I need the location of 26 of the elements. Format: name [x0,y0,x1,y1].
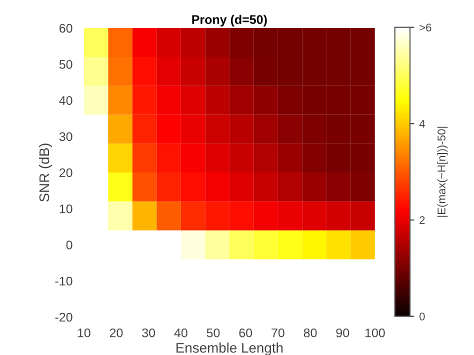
y-tick-label: 40 [59,96,72,105]
y-tick-label: -20 [55,312,72,322]
y-tick-label: 50 [59,60,72,69]
y-tick-label: 10 [60,204,72,214]
y-tick-label: 0 [66,240,72,250]
y-tick-label: 20 [60,168,72,178]
x-tick-label: 50 [206,328,220,338]
chart-title: Prony (d=50) [192,14,267,26]
x-tick-label: 70 [272,328,284,338]
y-axis-title: SNR (dB) [39,144,52,202]
y-tick-label: 30 [59,132,72,142]
color-bar-label: 4 [419,120,425,128]
x-tick-label: 90 [336,328,350,338]
y-tick-label: 60 [60,24,72,33]
x-tick-label: 60 [239,328,252,338]
x-tick-label: 100 [365,328,385,338]
x-tick-label: 10 [78,328,90,338]
y-tick-label: -10 [55,276,72,286]
x-tick-label: 40 [174,328,188,338]
color-bar-label: >6 [420,24,432,32]
x-tick-label: 30 [142,328,156,338]
color-bar-title: |E(max(~H[n]))-50| [437,126,448,217]
x-tick-label: 80 [304,328,317,338]
x-tick-label: 20 [110,328,123,338]
color-bar-label: 2 [420,216,425,224]
color-bar-label: 0 [419,312,425,320]
